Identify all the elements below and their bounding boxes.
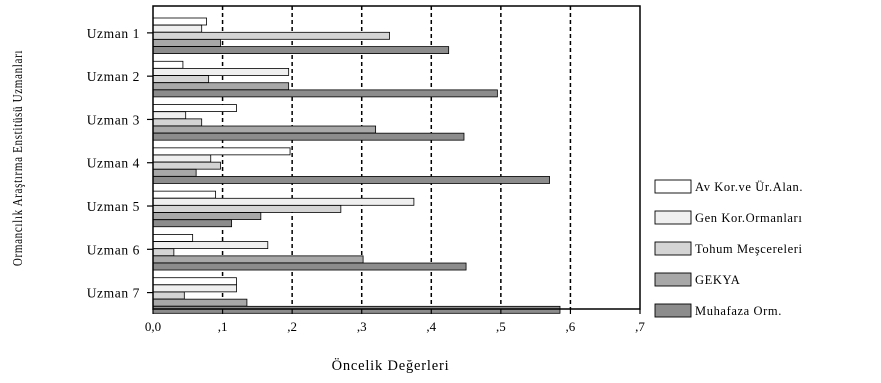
bar: [152, 82, 290, 91]
y-axis-title: Ormancılık Araştırma Enstitüsü Uzmanları: [10, 50, 25, 266]
bar: [152, 147, 291, 156]
plot-frame: [152, 5, 641, 310]
bar: [152, 89, 498, 98]
category-label: Uzman 4: [87, 156, 140, 171]
legend-swatch: [654, 241, 692, 256]
bar: [152, 24, 203, 33]
bar: [152, 234, 194, 242]
bar: [152, 176, 550, 184]
x-tick-label: ,5: [496, 319, 506, 334]
bar: [152, 75, 210, 83]
bar: [152, 277, 237, 286]
bar: [152, 219, 233, 228]
category-label: Uzman 2: [87, 69, 140, 84]
x-axis-title: Öncelik Değerleri: [332, 357, 450, 374]
legend-label: Muhafaza Orm.: [695, 304, 782, 318]
bar: [152, 291, 185, 300]
legend-swatch: [654, 272, 692, 287]
bar: [152, 262, 467, 271]
x-tick-label: ,4: [426, 319, 436, 334]
legend-swatch: [654, 303, 692, 318]
bar: [152, 161, 221, 170]
bar: [152, 125, 377, 134]
category-label: Uzman 1: [87, 26, 140, 41]
category-label: Uzman 5: [87, 199, 140, 214]
category-label: Uzman 3: [87, 112, 140, 127]
legend-label: Av Kor.ve Ür.Alan.: [695, 180, 803, 194]
category-labels: Uzman 1 Uzman 2 Uzman 3 Uzman 4 Uzman 5 Uzman…: [87, 26, 153, 301]
x-tick-label: 0,0: [145, 319, 161, 334]
bar: [152, 284, 237, 293]
bar: [152, 305, 561, 314]
bar: [152, 298, 248, 307]
bar: [152, 168, 197, 177]
bar: [152, 111, 187, 120]
bar: [152, 46, 450, 54]
bar: [152, 39, 221, 47]
bar: [152, 154, 212, 163]
bar: [152, 248, 175, 257]
legend-swatch: [654, 210, 692, 225]
x-tick-label: ,2: [287, 319, 297, 334]
bar: [152, 68, 290, 76]
bar: [152, 190, 217, 199]
bar: [152, 17, 207, 26]
bar: [152, 212, 262, 220]
bar: [152, 104, 237, 112]
bar: [152, 205, 342, 213]
legend-label: GEKYA: [695, 273, 740, 287]
bar: [152, 60, 184, 69]
category-label: Uzman 6: [87, 242, 140, 257]
x-axis-ticks: 0,0 ,1 ,2 ,3 ,4 ,5 ,6 ,7: [145, 309, 645, 334]
bar: [152, 241, 269, 249]
category-label: Uzman 7: [87, 286, 140, 301]
bar: [152, 118, 203, 127]
x-tick-label: ,7: [635, 319, 645, 334]
bar: [152, 132, 465, 141]
legend-label: Tohum Meşcereleri: [695, 242, 803, 256]
x-tick-label: ,1: [218, 319, 228, 334]
x-tick-label: ,3: [357, 319, 367, 334]
legend: Av Kor.ve Ür.Alan. Gen Kor.Ormanları Tohum…: [654, 179, 803, 318]
legend-swatch: [654, 179, 692, 194]
legend-label: Gen Kor.Ormanları: [695, 211, 802, 225]
bars: [152, 17, 561, 314]
bar: [152, 255, 364, 264]
x-tick-label: ,6: [566, 319, 576, 334]
bar: [152, 197, 415, 206]
bar: [152, 31, 390, 40]
